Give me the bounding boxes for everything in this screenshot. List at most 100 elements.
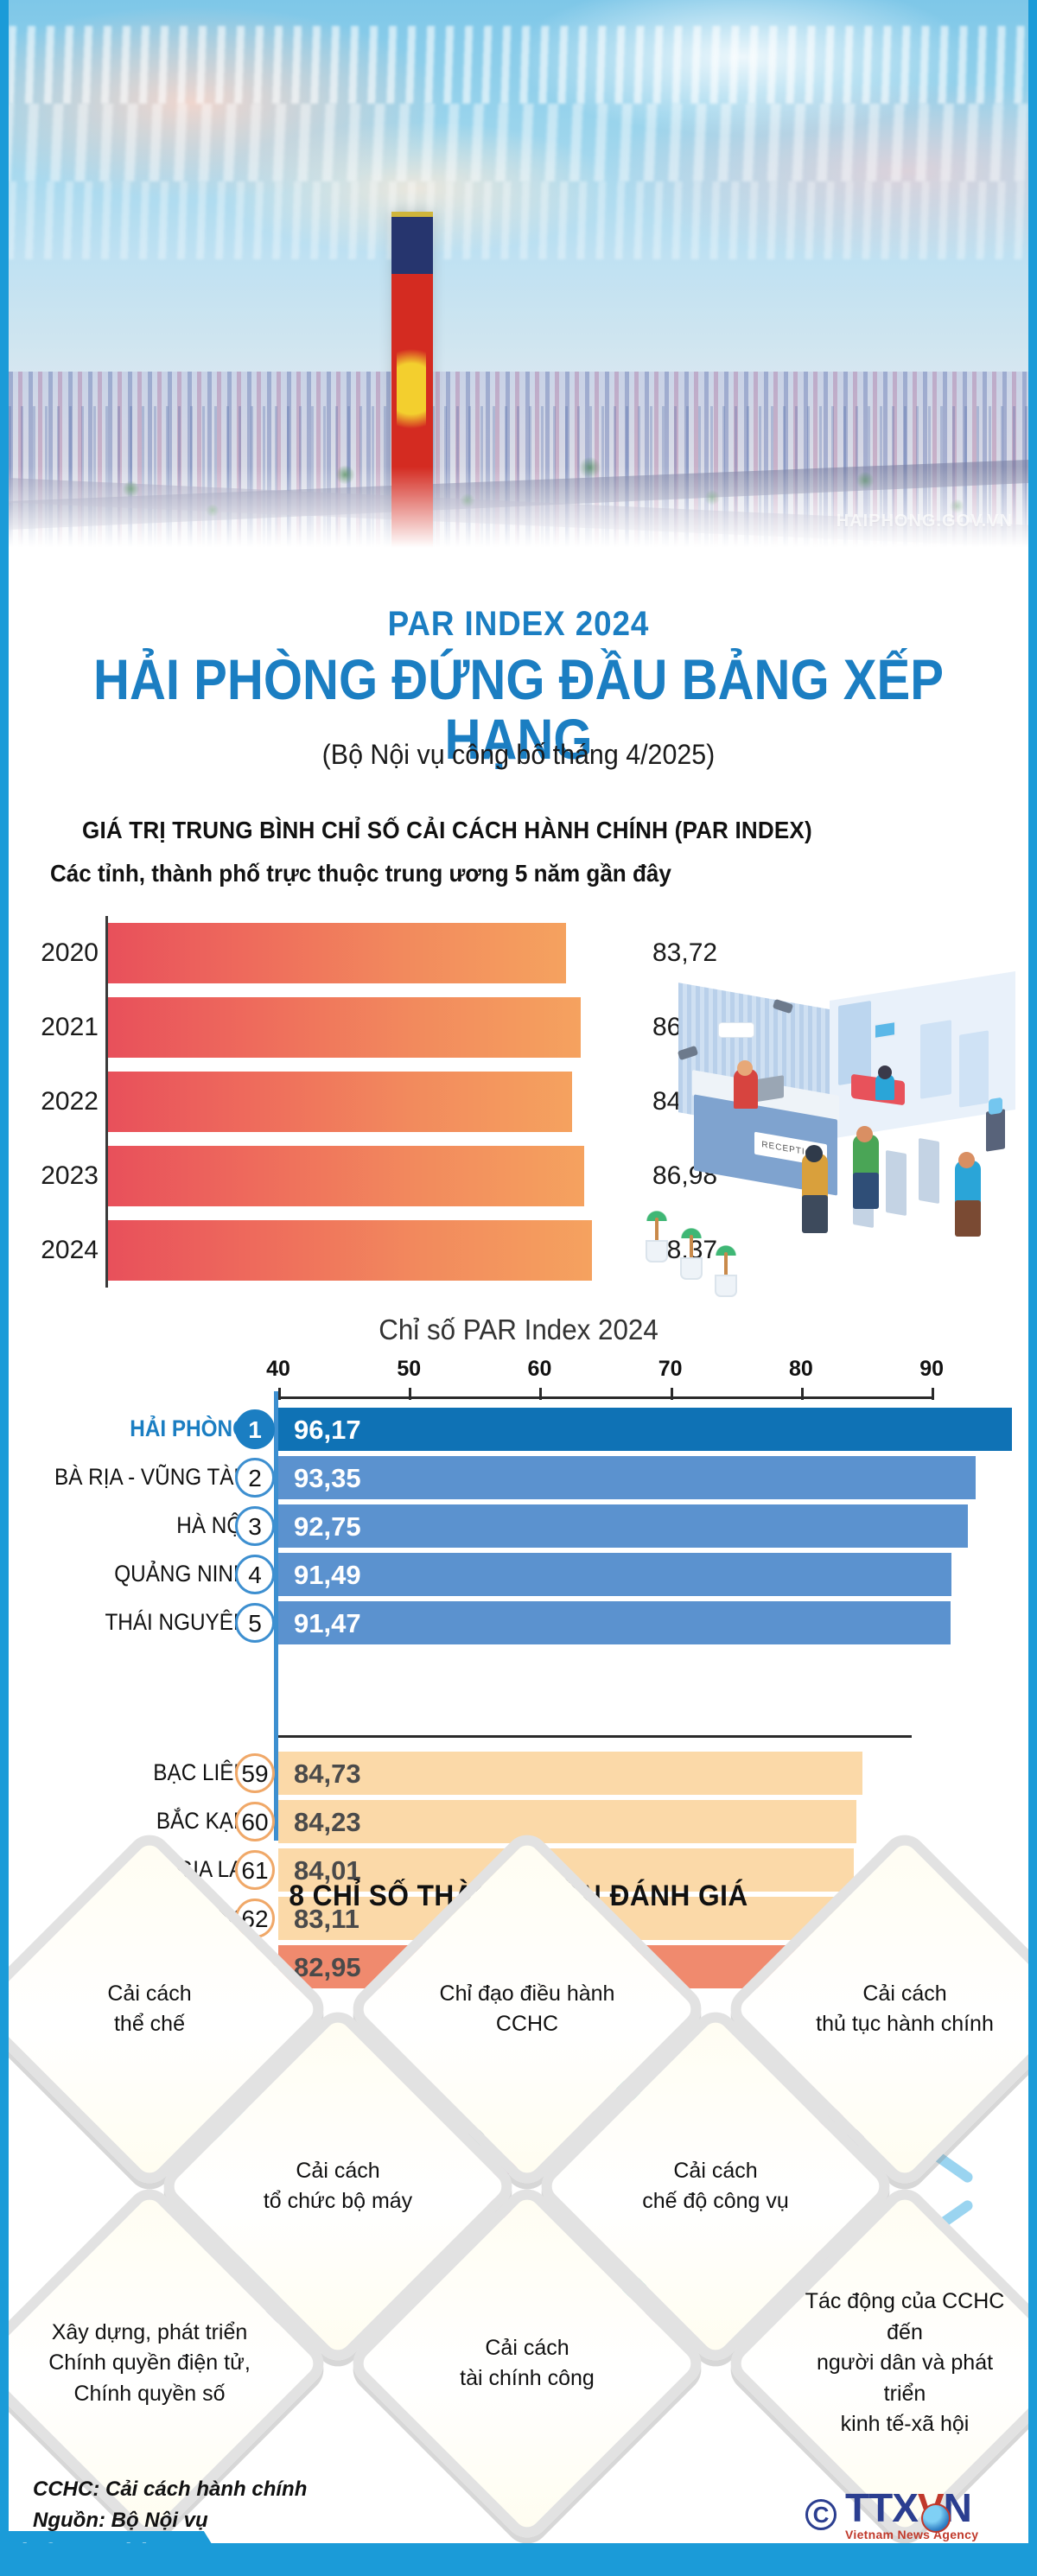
components-diagram: Cải cách thể chế Chỉ đạo điều hành CCHC Cả… — [9, 1825, 1028, 2543]
logo-tagline: Vietnam News Agency — [845, 2528, 979, 2541]
ttxvn-letters: TTXVN — [845, 2485, 972, 2530]
chart2-value-label: 93,35 — [294, 1463, 361, 1493]
turnstile-gate — [886, 1149, 907, 1217]
chart2-rank-badge: 3 — [235, 1506, 275, 1546]
water-cooler — [986, 1109, 1005, 1152]
poster-inner: HAIPHONG.GOV.VN PAR INDEX 2024 HẢI PHÒNG… — [9, 0, 1028, 2543]
chart1-bar — [108, 1072, 572, 1132]
chart1-year-label: 2024 — [41, 1236, 99, 1264]
cloud-band — [9, 181, 1028, 259]
page-subtitle: (Bộ Nội vụ công bố tháng 4/2025) — [321, 739, 716, 770]
door — [920, 1020, 951, 1099]
chart2-province-label: HẢI PHÒNG — [130, 1415, 249, 1441]
chart2-bar: 91,49 — [278, 1553, 951, 1596]
chart2-province-label: BẠC LIÊU — [153, 1759, 249, 1785]
average-chart-subheading: Các tỉnh, thành phố trực thuộc trung ươn… — [50, 860, 671, 887]
chart2-axis-rule — [278, 1396, 932, 1399]
component-label: Xây dựng, phát triển Chính quyền điện tử… — [48, 2319, 251, 2406]
ttxvn-wordmark: TTXVN Vietnam News Agency — [845, 2488, 978, 2541]
chart2-row: BẮC KẠN 60 84,23 — [9, 1797, 1028, 1846]
chart2-value-label: 82,95 — [294, 1952, 361, 1982]
ranking-chart-title: Chỉ số PAR Index 2024 — [379, 1313, 658, 1345]
chart2-rank-badge: 1 — [235, 1409, 275, 1449]
chart1-bar — [108, 1146, 584, 1206]
guest-head — [958, 1152, 975, 1168]
footer-note-source: Nguồn: Bộ Nội vụ — [33, 2509, 208, 2532]
chart1-bar — [108, 923, 566, 983]
chart2-tick-label: 70 — [658, 1357, 683, 1381]
chart2-province-label: QUẢNG NINH — [114, 1561, 249, 1587]
photo-fade — [9, 467, 1028, 570]
globe-icon — [921, 2503, 951, 2533]
chart2-row: THÁI NGUYÊN 5 91,47 — [9, 1599, 1028, 1647]
chart2-value-label: 84,23 — [294, 1807, 361, 1837]
chart2-value-label: 91,47 — [294, 1608, 361, 1638]
potted-plant — [709, 1230, 749, 1297]
cloud-band — [9, 26, 1028, 104]
potted-plant — [675, 1212, 715, 1280]
chart1-bar — [108, 1220, 592, 1281]
hero-photo: HAIPHONG.GOV.VN — [9, 0, 1028, 570]
chart2-bar: 96,17 — [278, 1408, 1013, 1451]
chart2-tick-mark — [670, 1388, 673, 1400]
visitor-legs — [802, 1195, 828, 1233]
chart2-x-axis-ticks: 40 50 60 70 80 90 — [9, 1357, 1028, 1400]
chart2-row: BẠC LIÊU 59 84,73 — [9, 1749, 1028, 1797]
chart2-bar: 84,23 — [278, 1800, 856, 1843]
kicker-title: PAR INDEX 2024 — [387, 605, 650, 643]
chart2-rank-badge: 60 — [235, 1802, 275, 1841]
chart2-tick-mark — [800, 1388, 804, 1400]
component-label: Cải cách tài chính công — [460, 2335, 595, 2391]
component-label: Tác động của CCHC đến người dân và phát … — [805, 2289, 1005, 2437]
chart2-tick-mark — [278, 1388, 281, 1400]
chart1-row: 2023 86,98 — [9, 1139, 1028, 1213]
chart2-row: HÀ NỘI 3 92,75 — [9, 1502, 1028, 1550]
water-bottle — [989, 1097, 1002, 1116]
chart2-row: BÀ RỊA - VŨNG TÀU 2 93,35 — [9, 1453, 1028, 1502]
footer-bar — [0, 2543, 1037, 2576]
turnstile-gate — [919, 1137, 939, 1205]
chart2-province-label: BẮC KẠN — [156, 1808, 249, 1834]
chart2-group-rule — [278, 1735, 913, 1738]
footer-note-abbreviation: CCHC: Cải cách hành chính — [33, 2477, 308, 2501]
office-illustration: RECEPTION — [640, 970, 1028, 1297]
copyright-icon: C — [805, 2499, 837, 2530]
cloud-band — [9, 104, 1028, 181]
chart1-year-label: 2021 — [41, 1013, 99, 1041]
chart2-province-label: BÀ RỊA - VŨNG TÀU — [54, 1464, 249, 1490]
chart2-bar: 91,47 — [278, 1601, 951, 1644]
chart2-rank-badge: 5 — [235, 1603, 275, 1643]
chart2-bar: 84,73 — [278, 1752, 863, 1795]
chart2-tick-mark — [539, 1388, 543, 1400]
seated-figure — [875, 1074, 894, 1100]
door — [959, 1030, 989, 1108]
chart2-value-label: 92,75 — [294, 1511, 361, 1542]
chart2-tick-label: 60 — [527, 1357, 552, 1381]
air-conditioner — [718, 1022, 754, 1038]
receptionist-head — [737, 1060, 753, 1076]
chart2-row: HẢI PHÒNG 1 96,17 — [9, 1405, 1028, 1453]
chart2-tick-label: 90 — [919, 1357, 945, 1381]
chart1-value-label: 83,72 — [652, 938, 718, 967]
chart2-tick-mark — [409, 1388, 412, 1400]
door — [838, 1000, 871, 1086]
guest-legs — [955, 1200, 981, 1237]
chart2-value-label: 84,73 — [294, 1759, 361, 1789]
ranking-bar-chart: 40 50 60 70 80 90 HẢI PHÒNG 1 96,17 BÀ RỊA - VŨN… — [9, 1357, 1028, 1988]
chart2-tick-label: 40 — [266, 1357, 290, 1381]
chart2-rank-badge: 2 — [235, 1458, 275, 1498]
staff-head — [856, 1126, 873, 1142]
chart2-tick-label: 50 — [397, 1357, 422, 1381]
chart2-row: GIA LAI 61 84,01 — [9, 1846, 1028, 1894]
chart1-row: 2020 83,72 — [9, 916, 1028, 990]
chart1-bar — [108, 997, 581, 1058]
chart2-rank-badge: 4 — [235, 1555, 275, 1594]
page-title: HẢI PHÒNG ĐỨNG ĐẦU BẢNG XẾP HẠNG — [92, 647, 944, 772]
chart2-bar: 92,75 — [278, 1504, 968, 1548]
seated-head — [878, 1065, 892, 1079]
chart2-value-label: 84,01 — [294, 1855, 361, 1886]
chart2-y-axis — [274, 1391, 278, 1841]
chart2-value-label: 96,17 — [294, 1415, 361, 1445]
chart2-bar: 93,35 — [278, 1456, 976, 1499]
